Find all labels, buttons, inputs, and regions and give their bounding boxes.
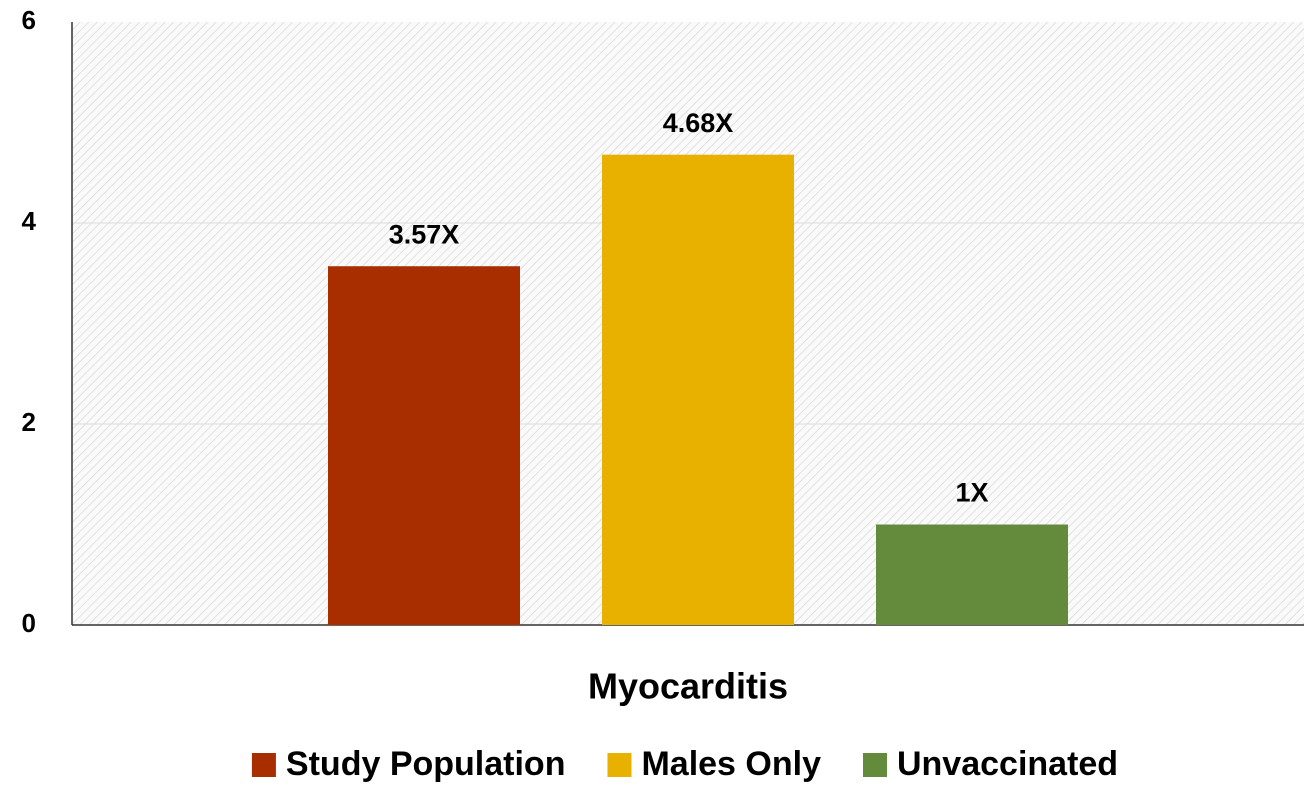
value-label: 1X bbox=[955, 478, 988, 508]
y-tick-label: 2 bbox=[22, 407, 36, 437]
legend-swatch bbox=[251, 753, 276, 777]
bar bbox=[876, 524, 1068, 625]
bar bbox=[328, 266, 520, 625]
legend-label: Unvaccinated bbox=[897, 745, 1118, 783]
y-tick-label: 4 bbox=[22, 206, 37, 236]
legend-label: Study Population bbox=[286, 745, 566, 783]
y-tick-label: 0 bbox=[22, 608, 36, 638]
legend-swatch bbox=[607, 753, 632, 777]
value-label: 3.57X bbox=[389, 219, 460, 249]
legend-label: Males Only bbox=[641, 745, 821, 783]
legend-swatch bbox=[862, 753, 887, 777]
value-label: 4.68X bbox=[663, 108, 734, 138]
x-tick-label: Myocarditis bbox=[588, 666, 788, 707]
bar bbox=[602, 154, 794, 625]
y-tick-label: 6 bbox=[22, 5, 36, 35]
